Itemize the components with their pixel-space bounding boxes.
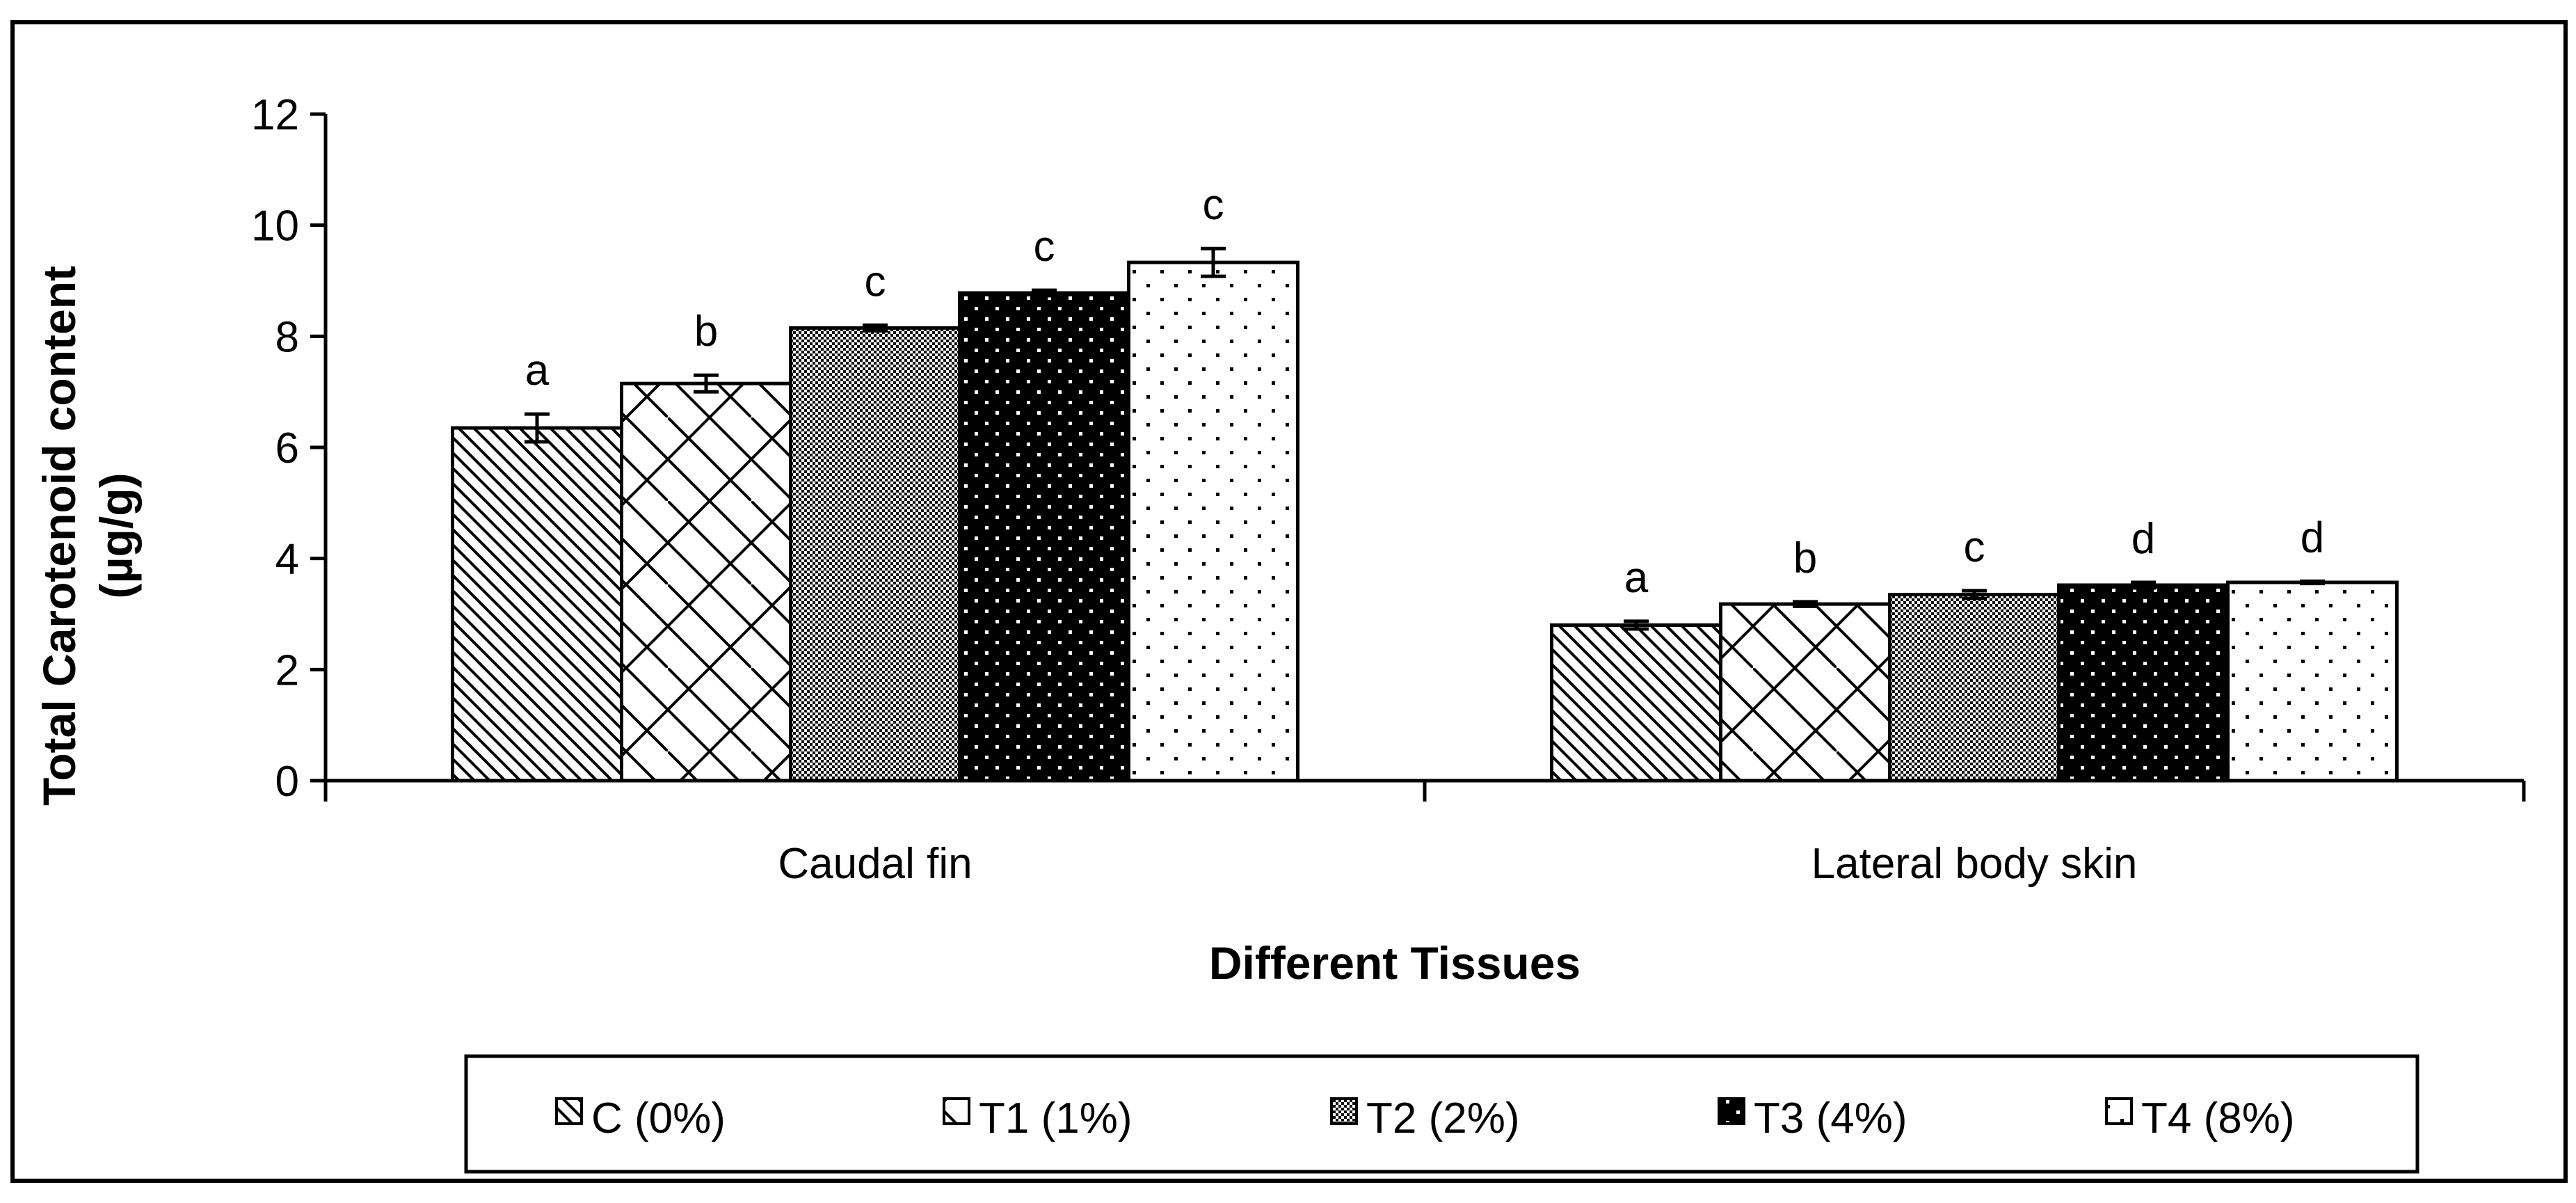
- significance-letter: c: [1964, 523, 1985, 571]
- legend-label: T3 (4%): [1754, 1094, 1907, 1142]
- legend-label: T1 (1%): [979, 1094, 1132, 1142]
- legend-box: [464, 1054, 2419, 1174]
- significance-letter: b: [694, 308, 718, 356]
- bars: [451, 246, 2399, 783]
- y-axis-title-line-1: Total Carotenoid content: [33, 266, 85, 806]
- significance-letter: b: [1793, 534, 1817, 582]
- bar: [1888, 593, 2061, 783]
- bar: [1127, 260, 1299, 783]
- legend-swatch: [555, 1097, 583, 1125]
- y-tick-label: 12: [251, 91, 299, 139]
- bar: [2057, 583, 2230, 783]
- legend-label: T2 (2%): [1366, 1094, 1519, 1142]
- legend-swatch: [2105, 1097, 2133, 1125]
- y-axis-title: Total Carotenoid content (µg/g): [33, 266, 142, 806]
- x-tick-label: Lateral body skin: [1811, 840, 2138, 888]
- legend-swatch: [1718, 1097, 1745, 1125]
- bar: [789, 326, 961, 783]
- legend: C (0%) T1 (1%) T2 (2%) T3 (4%) T4 (8%): [555, 1094, 2294, 1142]
- labels: 0 2 4 6 8 10 12 Caudal fin a b c c c Lateral body ski…: [251, 91, 2324, 888]
- y-tick-label: 8: [275, 313, 299, 361]
- y-tick-label: 6: [275, 424, 299, 472]
- significance-letter: d: [2301, 513, 2324, 561]
- legend-swatch: [1330, 1097, 1358, 1125]
- legend-swatch: [943, 1097, 970, 1125]
- significance-letter: d: [2131, 515, 2155, 563]
- bar: [2226, 580, 2399, 783]
- x-tick-label: Caudal fin: [778, 840, 972, 888]
- y-tick-label: 2: [275, 646, 299, 694]
- significance-letter: c: [1203, 181, 1224, 229]
- y-tick-label: 4: [275, 536, 299, 584]
- y-tick-label: 0: [275, 758, 299, 806]
- y-tick-label: 10: [251, 202, 299, 250]
- legend-label: T4 (8%): [2141, 1094, 2294, 1142]
- significance-letter: a: [1624, 554, 1649, 602]
- x-axis-title: Different Tissues: [1209, 937, 1581, 989]
- significance-letter: a: [525, 346, 550, 395]
- bar: [451, 426, 623, 783]
- bar: [1550, 623, 1722, 783]
- bar: [958, 291, 1130, 783]
- significance-letter: c: [865, 257, 886, 305]
- significance-letter: c: [1034, 223, 1055, 271]
- y-axis-title-line-2: (µg/g): [90, 473, 142, 599]
- bar: [620, 381, 792, 783]
- legend-label: C (0%): [591, 1094, 726, 1142]
- bar: [1719, 602, 1891, 783]
